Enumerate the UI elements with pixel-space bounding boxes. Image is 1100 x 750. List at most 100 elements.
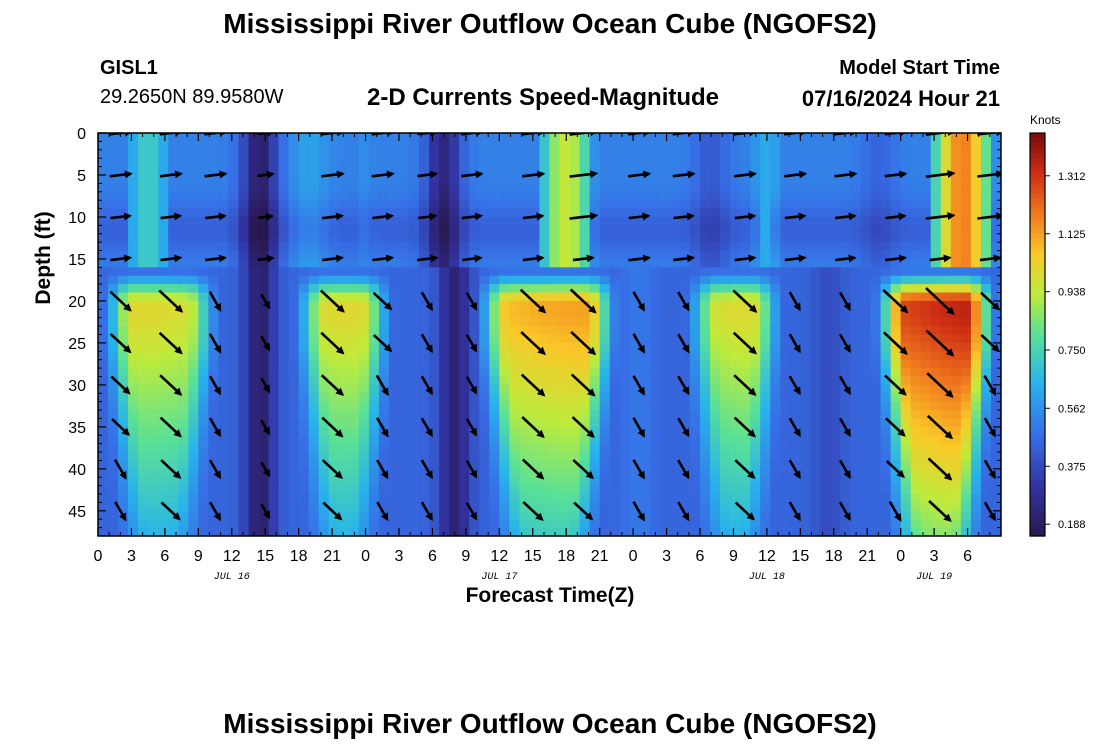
heatmap-cell <box>860 351 872 361</box>
heatmap-cell <box>880 250 892 260</box>
heatmap-cell <box>168 359 179 369</box>
heatmap-cell <box>599 166 611 176</box>
heatmap-cell <box>619 141 631 151</box>
heatmap-cell <box>328 494 340 504</box>
heatmap-cell <box>850 519 862 529</box>
heatmap-cell <box>990 141 1001 151</box>
heatmap-cell <box>760 225 771 235</box>
heatmap-cell <box>479 242 490 252</box>
heatmap-cell <box>399 452 410 462</box>
heatmap-cell <box>930 359 942 369</box>
heatmap-cell <box>599 309 611 319</box>
heatmap-cell <box>750 452 761 462</box>
heatmap-cell <box>910 519 922 529</box>
heatmap-cell <box>579 393 591 403</box>
heatmap-cell <box>940 233 952 243</box>
y-tick-label: 30 <box>68 378 86 395</box>
heatmap-cell <box>910 149 922 159</box>
heatmap-cell <box>298 225 310 235</box>
heatmap-cell <box>258 351 270 361</box>
current-vector-arrow <box>109 133 133 137</box>
heatmap-cell <box>920 208 932 218</box>
heatmap-cell <box>619 149 631 159</box>
heatmap-cell <box>700 359 711 369</box>
heatmap-cell <box>258 133 270 142</box>
heatmap-cell <box>509 334 520 344</box>
heatmap-cell <box>399 300 410 310</box>
heatmap-cell <box>910 284 922 294</box>
heatmap-cell <box>368 191 380 201</box>
heatmap-cell <box>248 519 260 529</box>
heatmap-cell <box>649 191 661 201</box>
heatmap-cell <box>629 351 641 361</box>
heatmap-cell <box>569 401 581 411</box>
heatmap-cell <box>479 410 490 420</box>
heatmap-cell <box>338 494 350 504</box>
y-tick-label: 20 <box>68 294 86 311</box>
heatmap-cell <box>830 166 842 176</box>
heatmap-cell <box>238 284 250 294</box>
heatmap-cell <box>348 510 360 520</box>
heatmap-cell <box>148 317 159 327</box>
heatmap-cell <box>579 258 591 268</box>
heatmap-cell <box>348 460 360 470</box>
heatmap-cell <box>880 477 892 487</box>
heatmap-cell <box>710 351 721 361</box>
heatmap-cell <box>178 502 189 512</box>
heatmap-cell <box>790 519 801 529</box>
heatmap-cell <box>328 292 340 302</box>
heatmap-cell <box>479 300 490 310</box>
heatmap-cell <box>860 393 872 403</box>
current-vector-arrow <box>257 254 275 263</box>
colorbar-tick-label: 0.188 <box>1058 519 1086 531</box>
heatmap-cell <box>288 477 300 487</box>
heatmap-cell <box>649 258 661 268</box>
heatmap-cell <box>388 342 400 352</box>
heatmap-cell <box>188 510 199 520</box>
heatmap-cell <box>760 166 771 176</box>
heatmap-cell <box>178 494 189 504</box>
heatmap-cell <box>198 426 209 436</box>
heatmap-cell <box>399 149 410 159</box>
heatmap-cell <box>128 183 139 193</box>
heatmap-cell <box>439 284 450 294</box>
heatmap-cell <box>228 485 240 495</box>
heatmap-cell <box>569 460 581 470</box>
heatmap-cell <box>208 443 219 453</box>
heatmap-cell <box>649 527 661 536</box>
heatmap-cell <box>950 258 962 268</box>
heatmap-cell <box>278 208 290 218</box>
heatmap-cell <box>549 233 561 243</box>
date-label: JUL 16 <box>214 572 250 583</box>
heatmap-cell <box>609 435 621 445</box>
current-vector-arrow <box>204 133 228 137</box>
heatmap-cell <box>148 418 159 428</box>
heatmap-cell <box>549 443 561 453</box>
heatmap-cell <box>619 267 631 277</box>
heatmap-cell <box>228 267 240 277</box>
heatmap-cell <box>840 149 852 159</box>
heatmap-cell <box>689 233 701 243</box>
heatmap-cell <box>760 435 771 445</box>
heatmap-cell <box>599 258 611 268</box>
heatmap-cell <box>599 275 611 285</box>
heatmap-cell <box>780 510 791 520</box>
heatmap-cell <box>970 384 982 394</box>
heatmap-cell <box>388 393 400 403</box>
heatmap-cell <box>800 233 811 243</box>
heatmap-cell <box>409 292 420 302</box>
heatmap-cell <box>178 443 189 453</box>
heatmap-cell <box>920 510 932 520</box>
colorbar-segment <box>1030 455 1045 462</box>
heatmap-cell <box>439 133 450 142</box>
heatmap-cell <box>609 141 621 151</box>
heatmap-cell <box>228 502 240 512</box>
current-vector-arrow <box>929 254 952 263</box>
heatmap-cell <box>388 426 400 436</box>
heatmap-cell <box>278 342 290 352</box>
heatmap-cell <box>278 435 290 445</box>
heatmap-cell <box>158 502 169 512</box>
heatmap-cell <box>368 300 380 310</box>
heatmap-cell <box>990 258 1001 268</box>
heatmap-cell <box>439 460 450 470</box>
